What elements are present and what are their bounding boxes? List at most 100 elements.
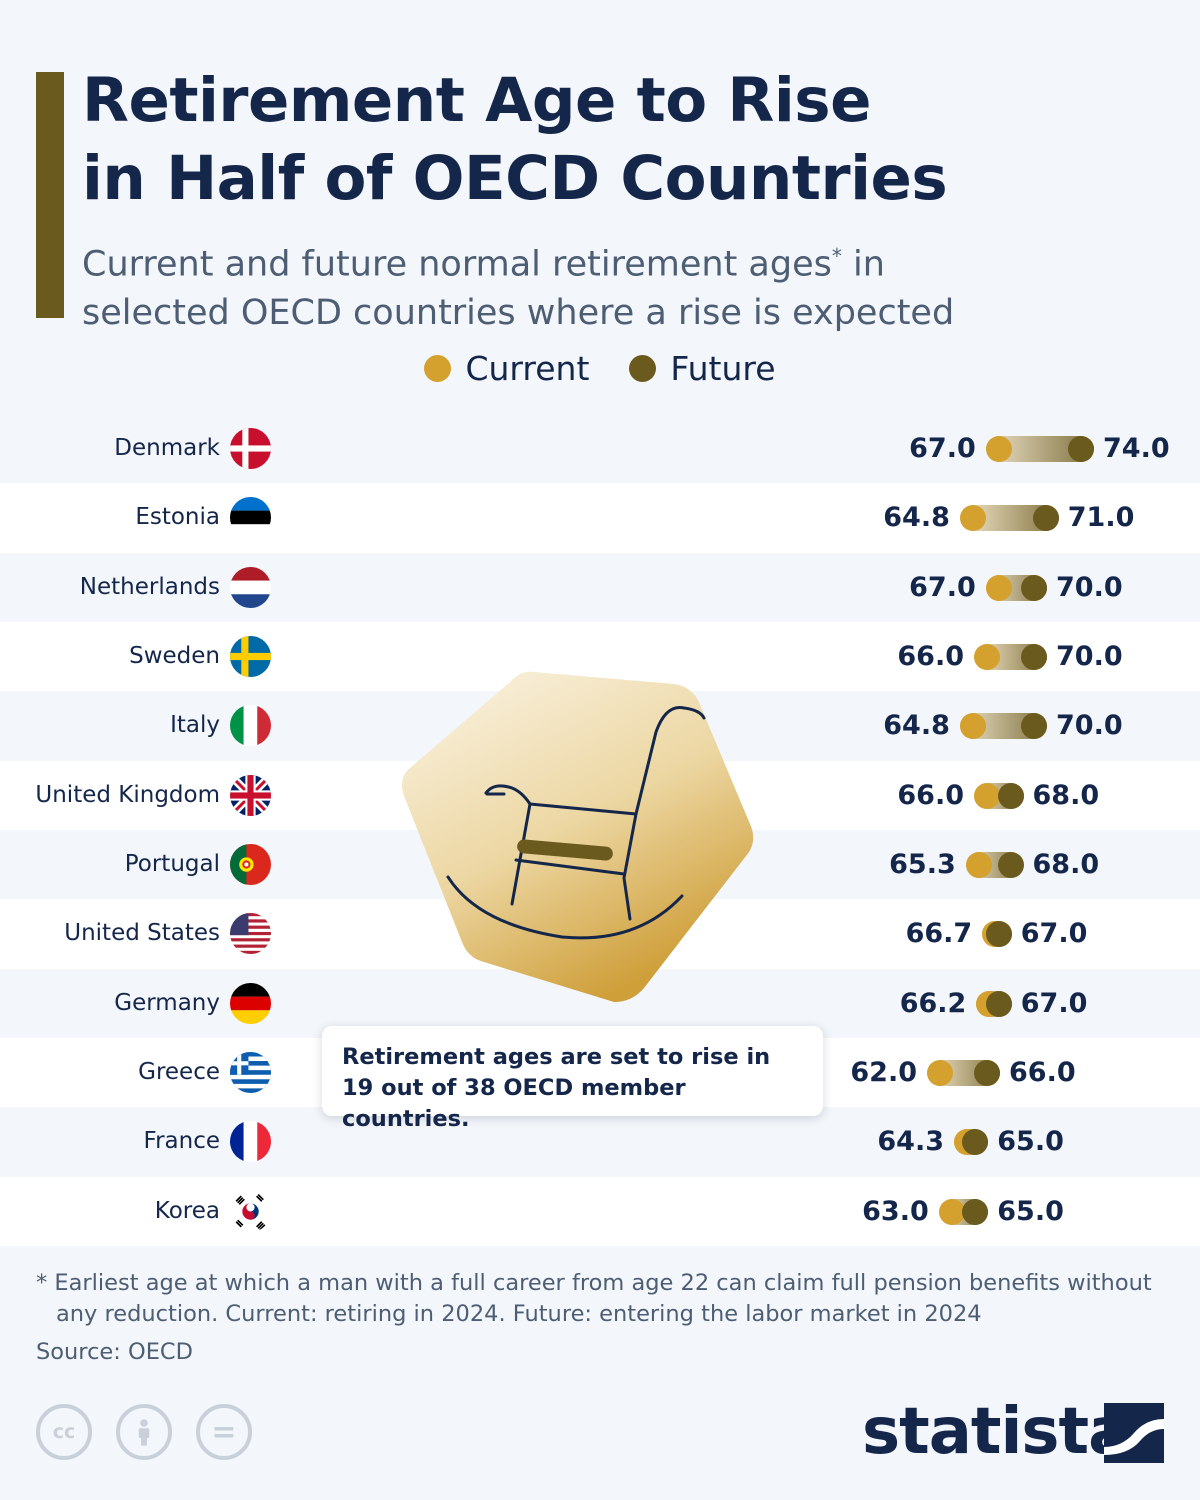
- current-dot: [938, 1198, 965, 1225]
- chart-row: Germany 66.2 67.0: [0, 969, 1200, 1038]
- current-value-label: 66.2: [899, 987, 967, 1019]
- future-value-label: 67.0: [1020, 987, 1088, 1019]
- legend-dot-future-icon: [629, 354, 657, 382]
- usa-flag-icon: [230, 913, 271, 955]
- rocking-chair-icon: [402, 671, 754, 1002]
- page-title: Retirement Age to Rise in Half of OECD C…: [82, 62, 1162, 218]
- future-dot: [962, 1198, 989, 1225]
- future-value-label: 68.0: [1032, 779, 1100, 811]
- legend-item-current: Current: [424, 349, 589, 388]
- subtitle-asterisk: *: [831, 244, 842, 268]
- uk-flag-icon: [230, 774, 271, 816]
- person-glyph-icon: [138, 1419, 150, 1446]
- country-label: United States: [64, 920, 220, 947]
- current-value-label: 66.0: [897, 779, 964, 811]
- future-dot: [997, 782, 1024, 809]
- country-label: Sweden: [129, 643, 220, 669]
- korea-flag-icon: [230, 1190, 271, 1232]
- future-dot: [985, 921, 1012, 948]
- rocking-chair-illustration: [392, 664, 764, 1012]
- future-value-label: 65.0: [997, 1126, 1064, 1158]
- future-value-label: 71.0: [1067, 502, 1135, 534]
- page-subtitle: Current and future normal retirement age…: [82, 232, 1172, 337]
- sweden-flag-icon: [230, 636, 271, 677]
- title-line-2: in Half of OECD Countries: [82, 143, 948, 214]
- current-value-label: 66.7: [905, 918, 973, 950]
- title-accent-bar: [36, 72, 64, 318]
- title-line-1: Retirement Age to Rise: [82, 65, 871, 136]
- current-value-label: 63.0: [862, 1195, 929, 1227]
- chart-row: Korea 63.0 65.0: [0, 1176, 1200, 1246]
- equals-label: =: [211, 1414, 237, 1450]
- subtitle-part-1: Current and future normal retirement age…: [82, 244, 832, 285]
- footnote-line-1: * Earliest age at which a man with a ful…: [36, 1270, 1152, 1296]
- current-value-label: 66.0: [897, 641, 964, 672]
- current-value-label: 67.0: [909, 433, 976, 464]
- future-dot: [985, 990, 1012, 1017]
- chart-row: Italy 64.8 70.0: [0, 691, 1200, 760]
- creative-commons-icon[interactable]: cc: [36, 1404, 92, 1460]
- callout-line-1: Retirement ages are set to rise in: [342, 1044, 771, 1070]
- info-callout: Retirement ages are set to rise in 19 ou…: [322, 1026, 823, 1132]
- denmark-flag-icon: [230, 428, 271, 469]
- country-label: Korea: [154, 1197, 220, 1224]
- country-label: Estonia: [135, 504, 220, 531]
- license-icons: cc =: [36, 1404, 276, 1464]
- current-dot: [965, 852, 992, 878]
- future-dot: [1021, 713, 1047, 740]
- current-dot: [974, 782, 1000, 809]
- future-value-label: 68.0: [1032, 849, 1100, 880]
- country-label: Germany: [114, 989, 220, 1016]
- footnote: * Earliest age at which a man with a ful…: [36, 1268, 1176, 1330]
- chart-row: Netherlands 67.0 70.0: [0, 553, 1200, 622]
- no-derivatives-icon[interactable]: =: [196, 1404, 252, 1460]
- statista-logo[interactable]: statista: [862, 1395, 1131, 1469]
- current-value-label: 64.8: [883, 502, 950, 534]
- future-value-label: 66.0: [1009, 1057, 1076, 1088]
- current-dot: [927, 1060, 953, 1086]
- current-value-label: 64.3: [877, 1126, 945, 1158]
- statista-mark-icon: [1104, 1403, 1164, 1463]
- france-flag-icon: [230, 1121, 271, 1163]
- current-dot: [959, 713, 986, 740]
- future-dot: [1021, 644, 1047, 670]
- estonia-flag-icon: [230, 497, 271, 539]
- subtitle-line-2: selected OECD countries where a rise is …: [82, 292, 955, 333]
- current-value-label: 65.3: [889, 849, 956, 880]
- country-label: Portugal: [124, 851, 220, 877]
- portugal-flag-icon: [230, 844, 271, 885]
- chart-legend: Current Future: [0, 346, 1200, 390]
- attribution-person-icon[interactable]: [116, 1404, 172, 1460]
- subtitle-part-2: in: [841, 244, 885, 285]
- chart-row: Denmark 67.0 74.0: [0, 414, 1200, 483]
- greece-flag-icon: [230, 1052, 271, 1093]
- country-label: Italy: [170, 712, 220, 739]
- future-value-label: 70.0: [1056, 571, 1123, 603]
- netherlands-flag-icon: [230, 566, 271, 608]
- future-dot: [962, 1129, 989, 1156]
- callout-line-2: 19 out of 38 OECD member countries.: [342, 1075, 686, 1132]
- legend-label-future: Future: [670, 348, 776, 388]
- footnote-line-2: any reduction. Current: retiring in 2024…: [56, 1301, 982, 1327]
- future-value-label: 67.0: [1020, 918, 1088, 950]
- cc-label: cc: [52, 1421, 76, 1443]
- country-label: Denmark: [114, 435, 220, 461]
- country-label: United Kingdom: [35, 781, 220, 808]
- future-dot: [1032, 505, 1059, 532]
- future-value-label: 70.0: [1056, 710, 1123, 742]
- legend-label-current: Current: [465, 348, 590, 388]
- chart-row: Portugal 65.3 68.0: [0, 830, 1200, 899]
- current-dot: [974, 644, 1000, 670]
- country-label: France: [143, 1128, 220, 1155]
- future-value-label: 65.0: [997, 1195, 1064, 1227]
- chart-row: Estonia 64.8 71.0: [0, 483, 1200, 553]
- future-dot: [1021, 574, 1047, 601]
- legend-item-future: Future: [629, 348, 776, 388]
- future-dot: [1068, 436, 1094, 462]
- chart-row: France 64.3 65.0: [0, 1107, 1200, 1176]
- future-dot: [997, 852, 1024, 878]
- current-dot: [959, 505, 986, 532]
- legend-dot-current-icon: [424, 354, 452, 382]
- source-label: Source: OECD: [36, 1339, 193, 1365]
- current-value-label: 67.0: [909, 571, 976, 603]
